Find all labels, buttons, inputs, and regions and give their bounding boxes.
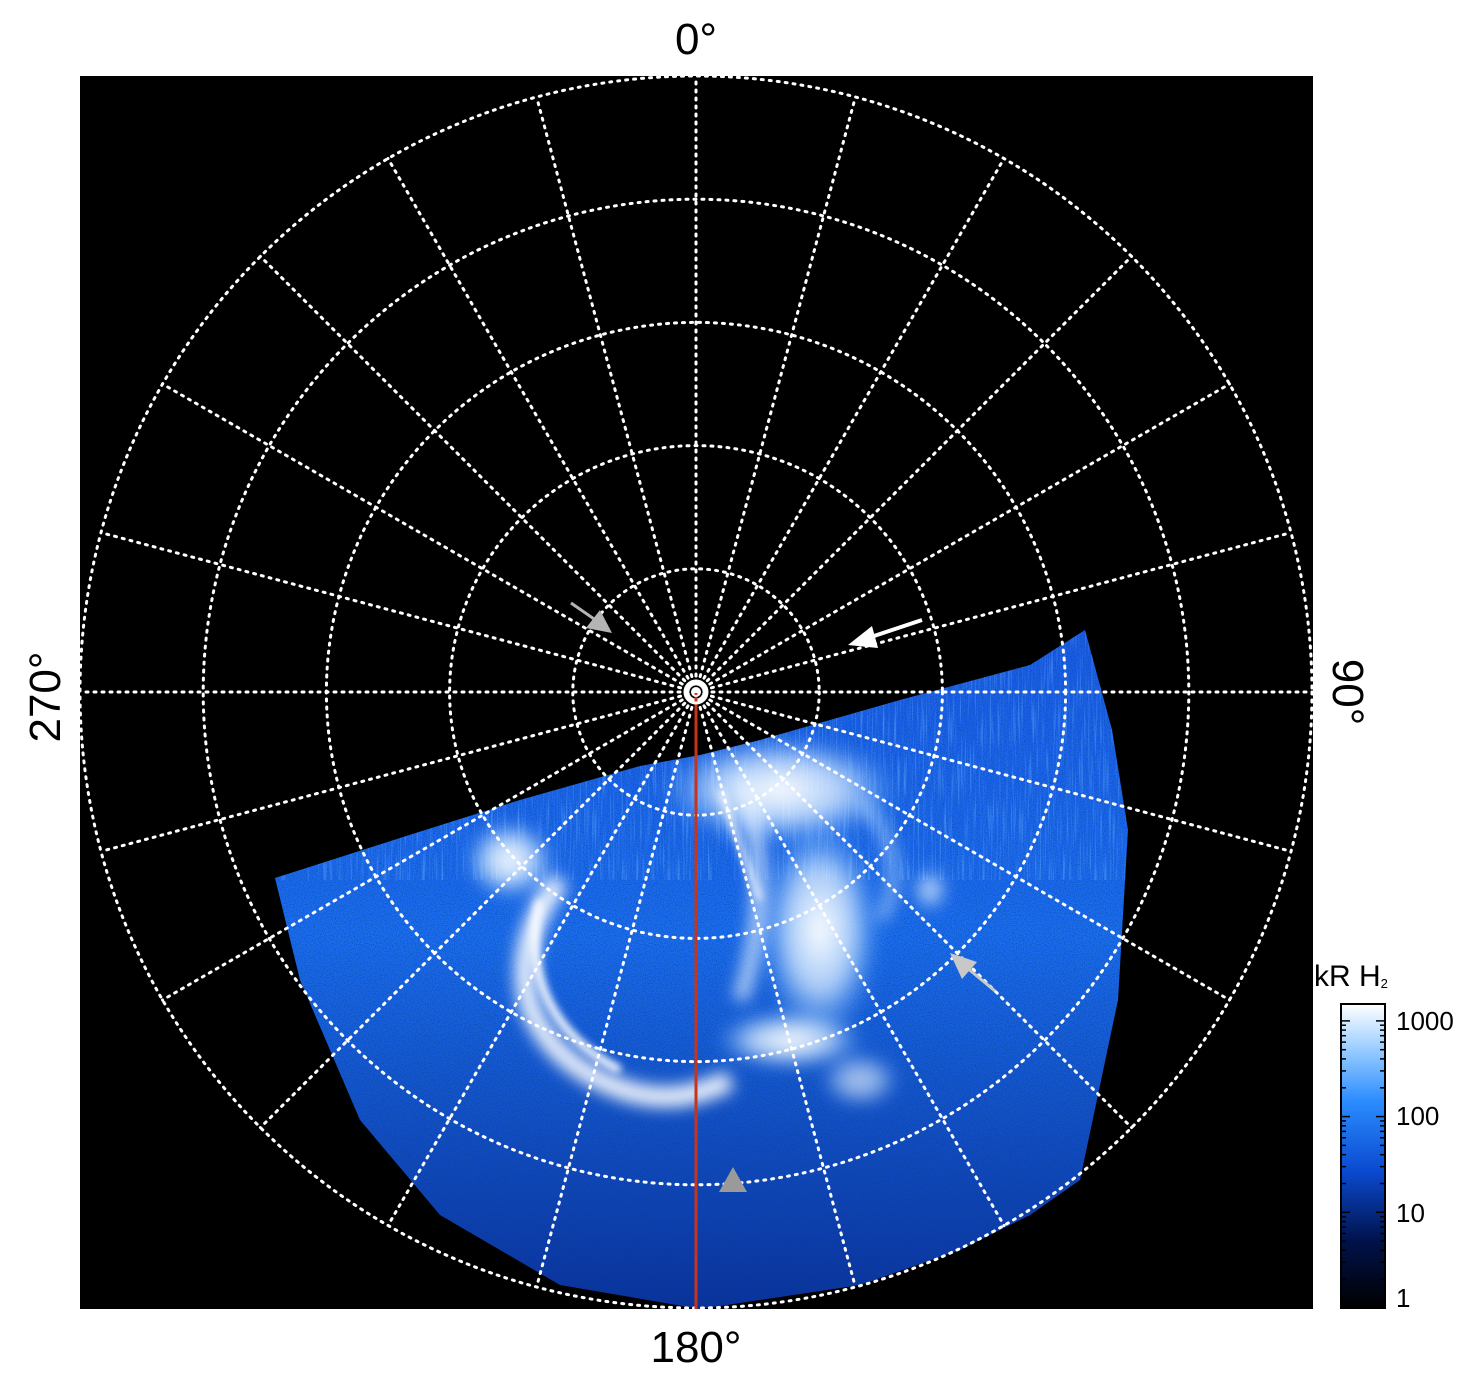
longitude-line xyxy=(258,254,698,694)
longitude-line xyxy=(694,382,1231,694)
colorbar-tick-label: 10 xyxy=(1396,1198,1425,1228)
bottom-axis-label: 180° xyxy=(650,1323,742,1372)
top-axis-label: 0° xyxy=(674,15,718,64)
colorbar-tick-marks xyxy=(1341,1020,1385,1309)
longitude-line xyxy=(694,531,1293,694)
gray-arrow-upper-left xyxy=(570,601,612,633)
longitude-line xyxy=(694,690,1006,1227)
longitude-line xyxy=(535,95,698,694)
longitude-line xyxy=(386,690,698,1227)
longitude-line xyxy=(694,690,1134,1130)
gray-arrow-right xyxy=(950,953,996,993)
longitude-line xyxy=(694,690,857,1289)
longitude-line xyxy=(99,690,698,853)
longitude-line xyxy=(694,95,857,694)
gray-arrowhead-bottom xyxy=(719,1167,747,1192)
longitude-line xyxy=(694,690,1293,853)
longitude-line xyxy=(161,690,698,1002)
white-arrow-upper-right xyxy=(848,618,923,648)
latitude-circle xyxy=(201,197,1191,1187)
longitude-line xyxy=(386,157,698,694)
longitude-line xyxy=(694,254,1134,694)
colorbar-tick-label: 1000 xyxy=(1396,1006,1454,1036)
colorbar-tick-label: 100 xyxy=(1396,1101,1440,1131)
left-axis-label: 270° xyxy=(21,651,70,743)
colorbar-title: kR H2 xyxy=(1314,960,1388,993)
main-oval-arc xyxy=(515,874,735,1107)
longitude-line xyxy=(258,690,698,1130)
colorbar xyxy=(1340,1003,1386,1309)
colorbar-tick-label: 1 xyxy=(1396,1283,1411,1313)
annotation-arrows xyxy=(570,601,996,1192)
longitude-line xyxy=(694,690,1231,1002)
longitude-line xyxy=(535,690,698,1289)
longitude-line xyxy=(694,157,1006,694)
longitude-line xyxy=(99,531,698,694)
longitude-line xyxy=(161,382,698,694)
right-axis-label: 90° xyxy=(1323,658,1372,726)
pole-marker xyxy=(683,679,709,705)
colorbar-gradient xyxy=(1340,1003,1386,1309)
